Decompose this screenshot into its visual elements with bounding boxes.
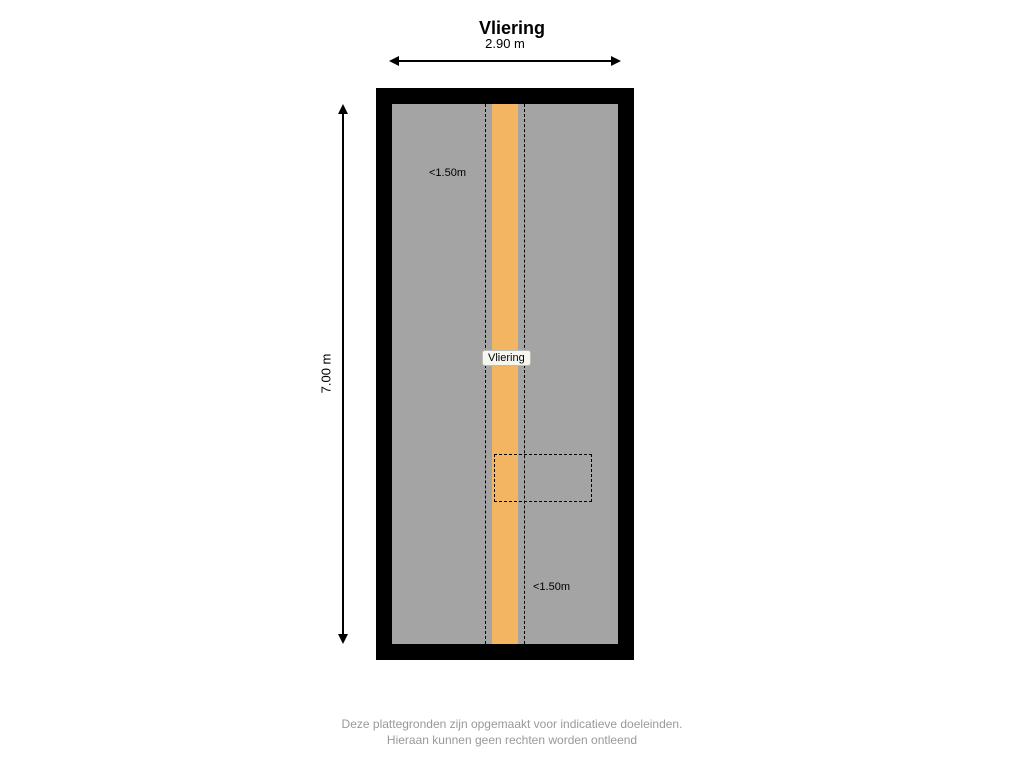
ceiling-height-bottom: <1.50m — [533, 581, 570, 593]
disclaimer: Deze plattegronden zijn opgemaakt voor i… — [0, 716, 1024, 748]
dimension-height-label: 7.00 m — [319, 334, 334, 414]
floorplan-page: Vliering 2.90 m 7.00 m <1.50m <1.50m Vli… — [0, 0, 1024, 768]
hatch-outline — [494, 454, 592, 502]
dimension-width — [389, 54, 621, 68]
ceiling-height-top: <1.50m — [429, 167, 466, 179]
dimension-width-label: 2.90 m — [389, 36, 621, 51]
disclaimer-line-2: Hieraan kunnen geen rechten worden ontle… — [0, 732, 1024, 748]
dimension-height — [336, 104, 350, 644]
low-height-zone — [485, 104, 525, 644]
disclaimer-line-1: Deze plattegronden zijn opgemaakt voor i… — [0, 716, 1024, 732]
room-label: Vliering — [482, 350, 531, 366]
